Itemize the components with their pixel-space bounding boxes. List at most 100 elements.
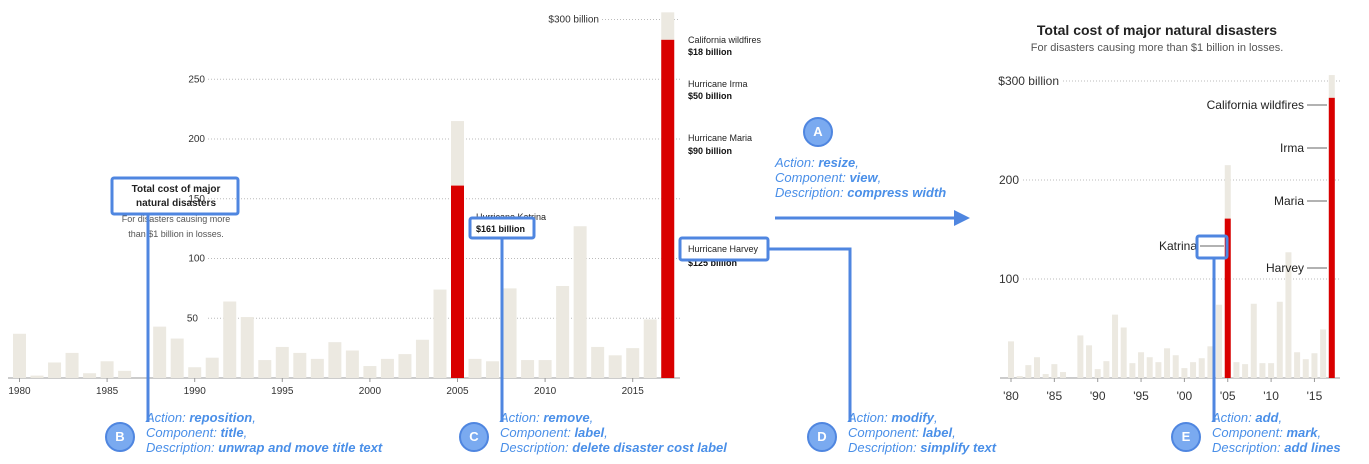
left-x-tick: 1995: [271, 386, 294, 397]
annotation-d-action: modify: [891, 410, 934, 425]
left-bar: [626, 348, 640, 378]
annotation-e-component: mark: [1286, 425, 1318, 440]
left-bar: [345, 350, 359, 378]
label-california-cost: $18 billion: [688, 47, 732, 57]
left-bars: [13, 12, 675, 379]
left-x-tick: 2005: [446, 386, 469, 397]
right-label-katrina: Katrina: [1159, 239, 1197, 253]
right-bar: [1268, 363, 1275, 378]
annotation-e: Action: add, Component: mark, Descriptio…: [1212, 410, 1341, 455]
right-title: Total cost of major natural disasters: [1037, 22, 1277, 38]
left-x-tick: 1990: [184, 386, 207, 397]
right-x-tick: '05: [1220, 389, 1236, 403]
left-x-tick: 1985: [96, 386, 119, 397]
left-bar: [556, 285, 570, 378]
right-bar: [1146, 357, 1153, 378]
left-bar: [48, 362, 62, 378]
label-harvey-name: Hurricane Harvey: [688, 244, 759, 254]
right-x-tick: '10: [1263, 389, 1279, 403]
resize-arrow: [775, 210, 970, 226]
right-bar: [1320, 329, 1327, 378]
right-x-tick: '00: [1177, 389, 1193, 403]
annotation-b-description: unwrap and move title text: [218, 440, 383, 455]
arrow-head: [954, 210, 970, 226]
annotation-d-description: simplify text: [920, 440, 997, 455]
left-bar: [503, 288, 517, 378]
left-title-line-2: natural disasters: [136, 198, 216, 209]
right-x-tick: '15: [1307, 389, 1323, 403]
left-bar: [258, 360, 272, 378]
right-bar-highlight: [1224, 218, 1231, 378]
right-bar: [1190, 362, 1197, 378]
left-bar: [573, 226, 587, 378]
annotation-d-component: label: [922, 425, 953, 440]
right-bar: [1250, 303, 1257, 378]
left-bar: [83, 373, 97, 378]
left-x-tick: 2010: [534, 386, 557, 397]
left-bar: [486, 361, 500, 378]
badge-c: C: [459, 422, 489, 452]
right-bar: [1103, 361, 1110, 378]
title-highlight-box: [110, 176, 240, 216]
right-y-tick: 100: [999, 272, 1019, 286]
right-bar: [1276, 301, 1283, 378]
left-title-line-1: Total cost of major: [132, 184, 221, 195]
left-bar: [30, 375, 44, 378]
right-bar: [1042, 374, 1049, 378]
right-y-tick: 200: [999, 173, 1019, 187]
right-bar: [1138, 352, 1145, 378]
label-irma-cost: $50 billion: [688, 91, 732, 101]
left-tick-labels: 250 200 150 100 50 $300 billion 1980 1985 1990 19…: [8, 15, 644, 398]
left-bar: [643, 319, 657, 378]
annotation-a-component: view: [849, 170, 878, 185]
annotation-c-action: remove: [543, 410, 590, 425]
right-bar-highlight: [1328, 97, 1335, 378]
right-bar: [1207, 346, 1214, 378]
left-bar: [608, 355, 622, 378]
left-bar: [188, 367, 202, 378]
callout-connectors: [146, 214, 1216, 422]
right-bar: [1198, 358, 1205, 378]
annotation-c-description: delete disaster cost label: [572, 440, 727, 455]
annotation-a: Action: resize, Component: view, Descrip…: [775, 155, 947, 200]
left-bar-highlight: [451, 185, 464, 378]
right-bar: [1112, 314, 1119, 378]
right-bar: [1129, 363, 1136, 378]
right-bar: [1060, 372, 1067, 378]
right-x-tick: '85: [1047, 389, 1063, 403]
left-bar: [170, 338, 184, 378]
katrina-line-box: [1195, 234, 1229, 260]
left-bar: [293, 352, 307, 378]
right-bar: [1016, 376, 1023, 378]
left-subtitle-line-1: For disasters causing more: [122, 214, 231, 224]
left-bar: [521, 360, 535, 378]
right-label-california: California wildfires: [1207, 98, 1304, 112]
badge-e: E: [1171, 422, 1201, 452]
left-bar: [363, 366, 377, 378]
right-bar: [1025, 365, 1032, 378]
badge-d: D: [807, 422, 837, 452]
right-bar: [1008, 341, 1014, 378]
right-bar: [1285, 252, 1292, 378]
badge-b: B: [105, 422, 135, 452]
annotation-b: Action: reposition, Component: title, De…: [146, 410, 383, 455]
right-bar: [1311, 353, 1318, 378]
annotation-b-component: title: [220, 425, 244, 440]
left-bar: [223, 301, 237, 378]
label-maria-cost: $90 billion: [688, 146, 732, 156]
annotation-e-description: add lines: [1284, 440, 1341, 455]
right-y-tick: $300 billion: [998, 74, 1059, 88]
left-bar: [328, 342, 342, 378]
right-bar: [1164, 348, 1171, 378]
left-y-tick: 200: [188, 134, 205, 145]
left-bar: [591, 346, 605, 378]
annotation-c-component: label: [574, 425, 605, 440]
right-label-maria: Maria: [1274, 194, 1304, 208]
annotation-d: Action: modify, Component: label, Descri…: [848, 410, 997, 455]
left-y-tick: 100: [188, 254, 205, 265]
left-bar: [415, 339, 429, 378]
left-x-tick: 1980: [8, 386, 31, 397]
right-bar: [1051, 364, 1058, 378]
badge-a: A: [803, 117, 833, 147]
